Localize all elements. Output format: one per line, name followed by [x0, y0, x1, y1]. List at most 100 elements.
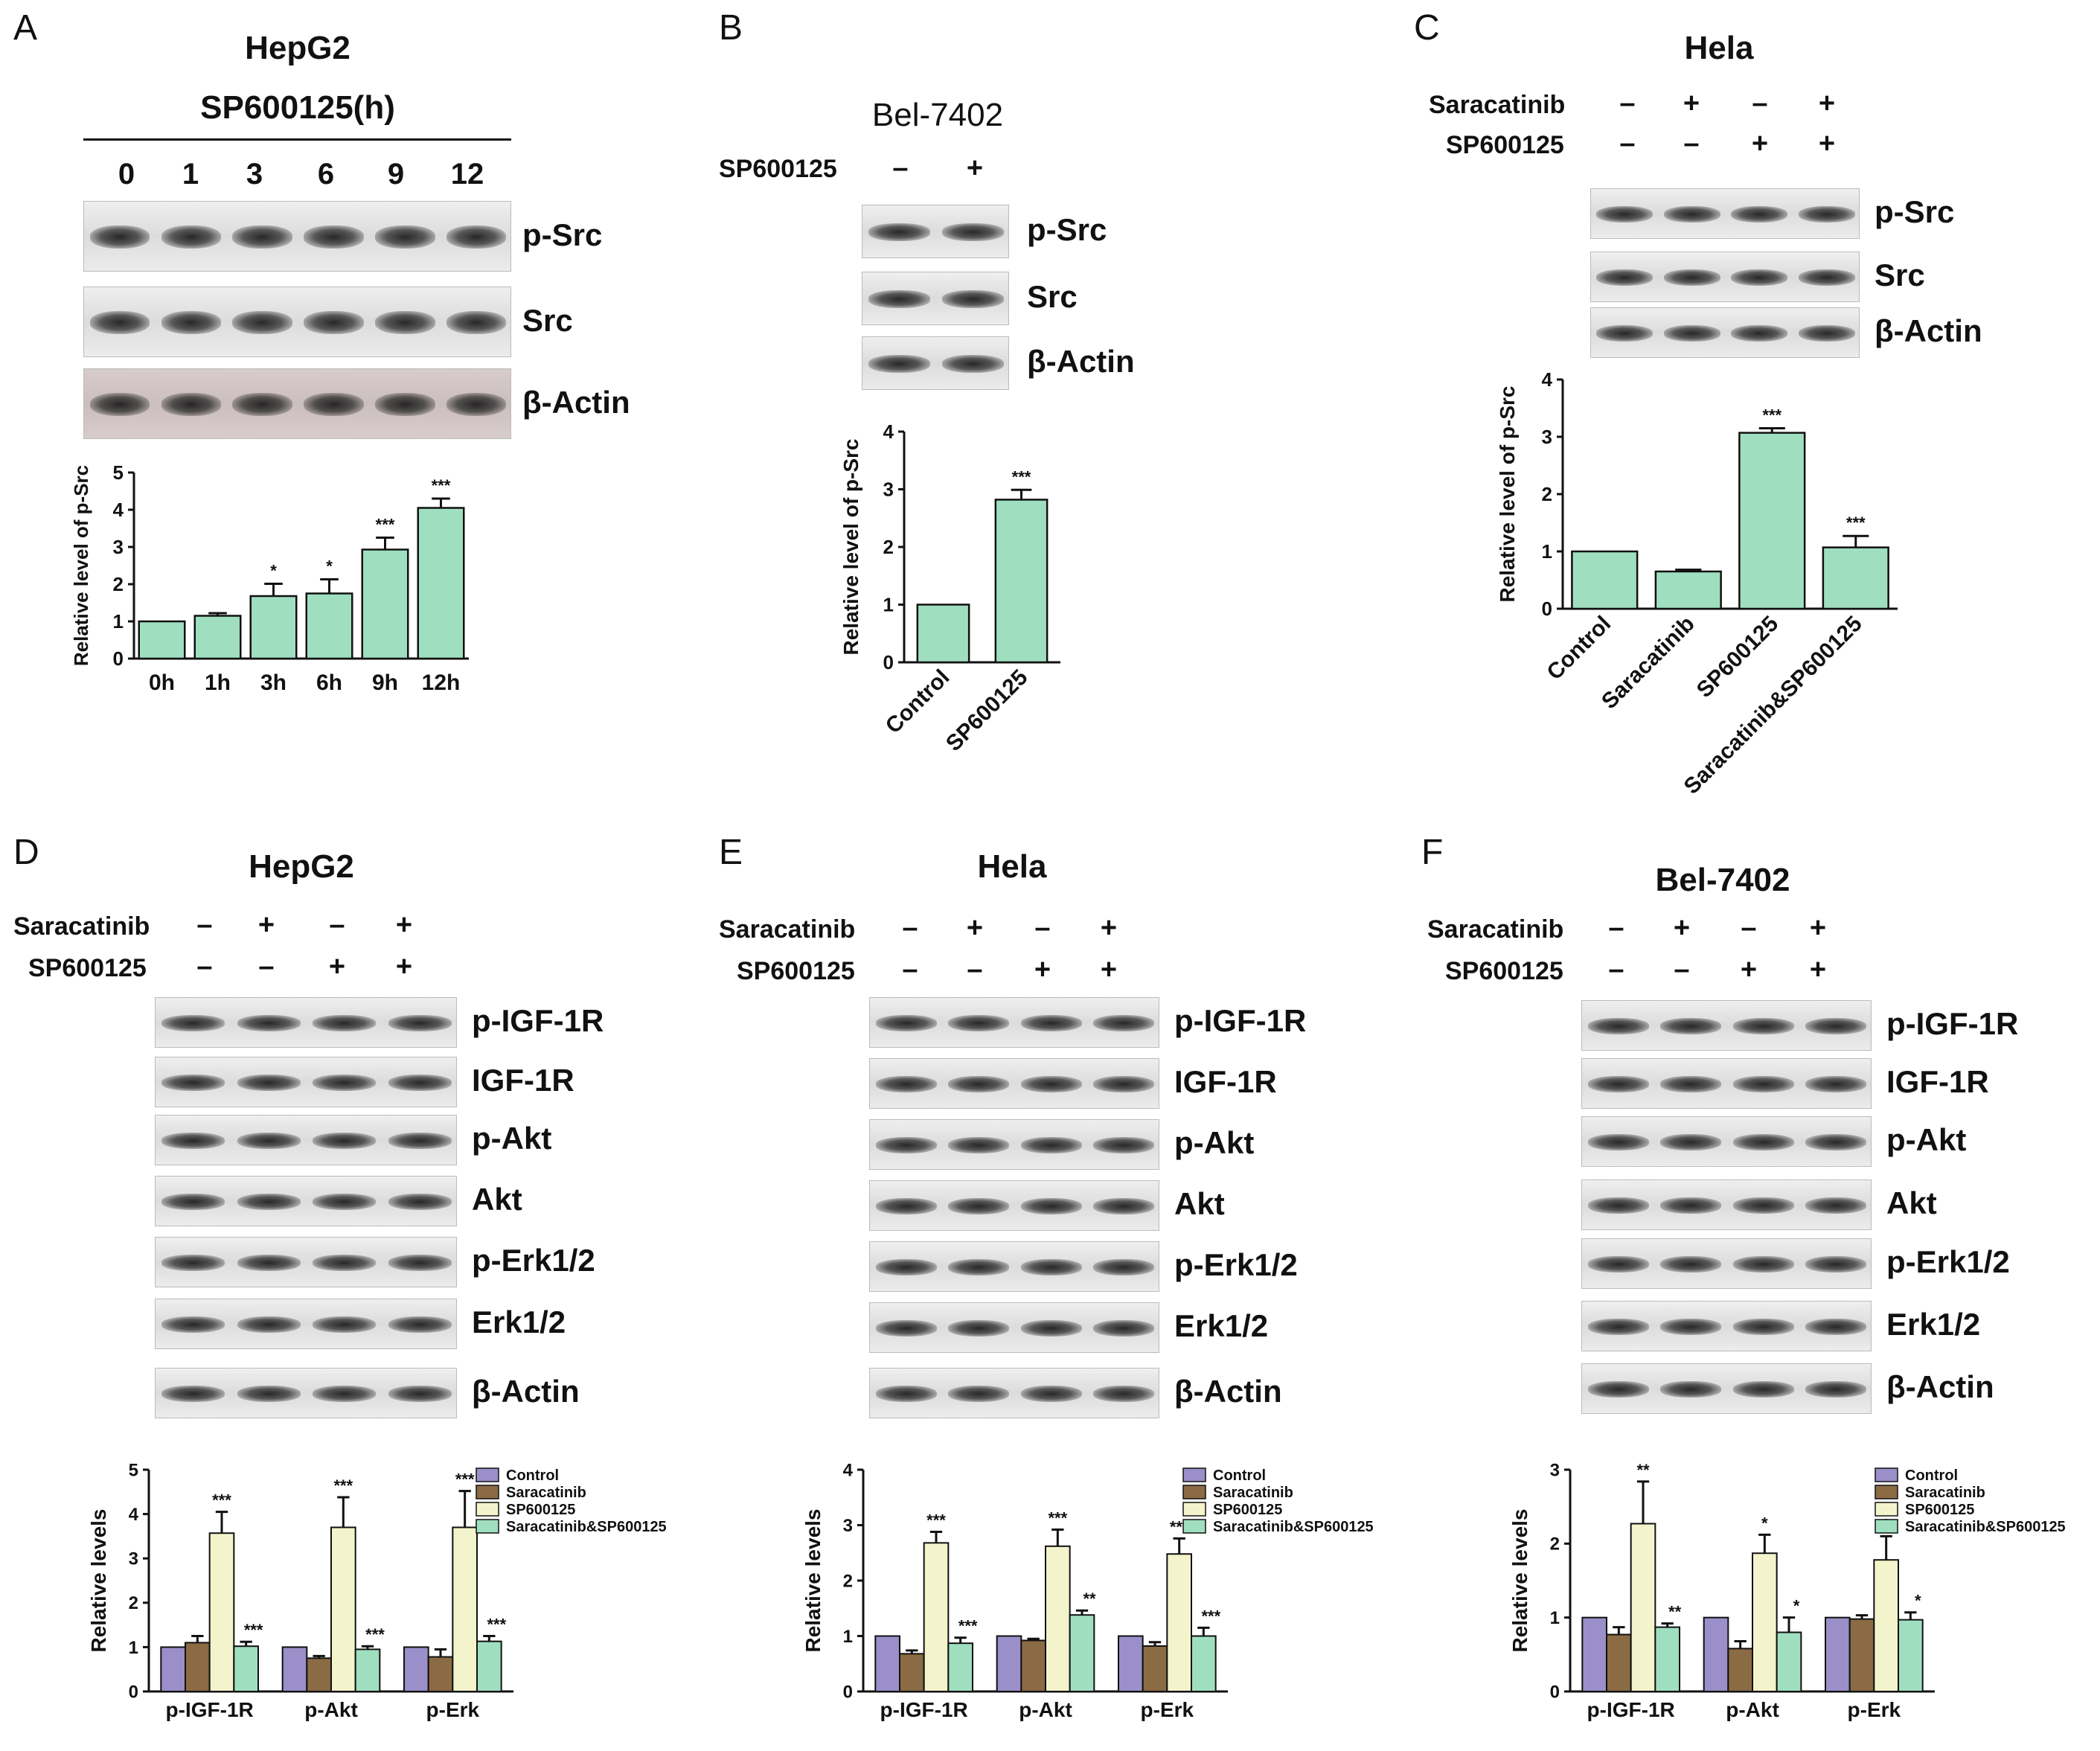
blot-band: [948, 1137, 1010, 1153]
blot-label: β-Actin: [522, 384, 630, 420]
blot-strip: [155, 1368, 457, 1418]
y-axis-label: Relative level of p-Src: [70, 465, 92, 666]
y-axis-label: Relative levels: [801, 1508, 825, 1652]
blot-strip: [869, 997, 1159, 1048]
blot-band: [232, 311, 292, 334]
y-axis-label: Relative levels: [1508, 1508, 1531, 1652]
bar: [330, 1526, 356, 1693]
panel-c-sign: –: [1619, 128, 1636, 159]
y-tick-label: 1: [1542, 540, 1552, 563]
blot-band: [1020, 1320, 1082, 1337]
bar: [1606, 1633, 1632, 1692]
x-tick-label: 0h: [149, 670, 175, 695]
blot-label: Src: [522, 302, 573, 338]
y-tick-label: 2: [113, 573, 124, 595]
blot-band: [388, 1386, 452, 1402]
panel-f-treatment-sp600125: SP600125: [1445, 957, 1563, 985]
panel-d-bar-chart: 0 1 2 3 4 5 *** *** p-IGF-1R *** *** p-Akt *** *** p-E…: [87, 1460, 667, 1721]
blot-band: [1732, 1319, 1794, 1335]
panel-e-sign: –: [902, 954, 918, 985]
significance-label: *: [270, 562, 277, 580]
x-tick-label: p-Akt: [1019, 1698, 1072, 1721]
blot-band: [1731, 206, 1788, 223]
significance-label: ***: [958, 1617, 978, 1636]
significance-label: ***: [926, 1511, 946, 1529]
blot-strip: [83, 201, 511, 272]
significance-label: *: [1915, 1592, 1921, 1610]
bar: [233, 1645, 259, 1693]
significance-label: ***: [455, 1470, 475, 1489]
blot-strip: [1590, 188, 1860, 239]
blot-strip: [1581, 1301, 1872, 1351]
panel-c-sign: +: [1683, 88, 1700, 119]
blot-band: [375, 393, 435, 416]
blot-band: [1663, 206, 1720, 223]
legend-label: Saracatinib&SP600125: [506, 1519, 667, 1535]
blot-band: [875, 1259, 937, 1275]
blot-band: [375, 225, 435, 249]
blot-band: [1805, 1197, 1867, 1214]
bar: [994, 499, 1049, 664]
bar: [1045, 1545, 1071, 1692]
legend-swatch: [476, 1467, 499, 1482]
blot-band: [232, 393, 292, 416]
blot-band: [948, 1198, 1010, 1214]
blot-band: [388, 1133, 452, 1149]
y-tick-label: 3: [1550, 1460, 1560, 1480]
blot-strip: [1581, 1238, 1872, 1289]
panel-c-treatment-saracatinib: Saracatinib: [1429, 91, 1566, 119]
bar: [1738, 432, 1806, 610]
x-tick-label: p-IGF-1R: [880, 1698, 968, 1721]
significance-label: ***: [212, 1491, 231, 1510]
x-tick-label: p-IGF-1R: [166, 1698, 254, 1721]
panel-f-sign: +: [1740, 954, 1758, 985]
panel-e-sign: –: [967, 954, 983, 985]
blot-label: β-Actin: [472, 1374, 580, 1409]
blot-band: [1596, 206, 1654, 223]
significance-label: **: [1083, 1590, 1096, 1608]
panel-a-time-12: 12: [450, 158, 484, 191]
bar: [1654, 1626, 1680, 1692]
x-tick-label: p-Akt: [304, 1698, 358, 1721]
legend-label: Saracatinib&SP600125: [1213, 1519, 1374, 1535]
bar: [354, 1648, 381, 1693]
blot-band: [1093, 1320, 1155, 1337]
blot-band: [161, 393, 221, 416]
panel-d-sign: –: [329, 909, 345, 941]
blot-band: [161, 1386, 225, 1402]
blot-band: [446, 311, 507, 334]
significance-label: ***: [1048, 1508, 1067, 1527]
blot-band: [875, 1386, 937, 1402]
panel-e-treatment-saracatinib: Saracatinib: [719, 915, 856, 944]
blot-band: [868, 290, 931, 308]
panel-d-sign: +: [328, 951, 346, 982]
y-tick-label: 0: [1550, 1682, 1560, 1702]
blot-band: [941, 290, 1005, 308]
blot-band: [446, 225, 507, 249]
blot-band: [388, 1316, 452, 1333]
bar: [1142, 1645, 1168, 1693]
blot-strip: [1581, 1179, 1872, 1230]
blot-band: [161, 1075, 225, 1091]
bar: [193, 615, 242, 660]
bar: [138, 620, 186, 660]
blot-band: [948, 1386, 1010, 1402]
panel-f-sign: –: [1674, 954, 1690, 985]
blot-strip: [1590, 307, 1860, 358]
blot-band: [1660, 1319, 1722, 1335]
x-tick-label: p-Erk: [426, 1698, 480, 1721]
legend-swatch: [1875, 1502, 1898, 1517]
bar: [899, 1653, 925, 1692]
blot-band: [1587, 1076, 1649, 1092]
panel-f-sign: –: [1608, 954, 1624, 985]
legend-swatch: [476, 1502, 499, 1517]
y-tick-label: 2: [1542, 483, 1552, 505]
panel-f-cell-line: Bel-7402: [1655, 862, 1790, 898]
blot-band: [89, 311, 150, 334]
bar: [306, 1657, 333, 1692]
blot-label: p-IGF-1R: [1174, 1003, 1307, 1038]
blot-band: [875, 1198, 937, 1214]
bar: [1654, 570, 1722, 610]
blot-label: β-Actin: [1875, 313, 1982, 348]
blot-band: [1020, 1137, 1082, 1153]
